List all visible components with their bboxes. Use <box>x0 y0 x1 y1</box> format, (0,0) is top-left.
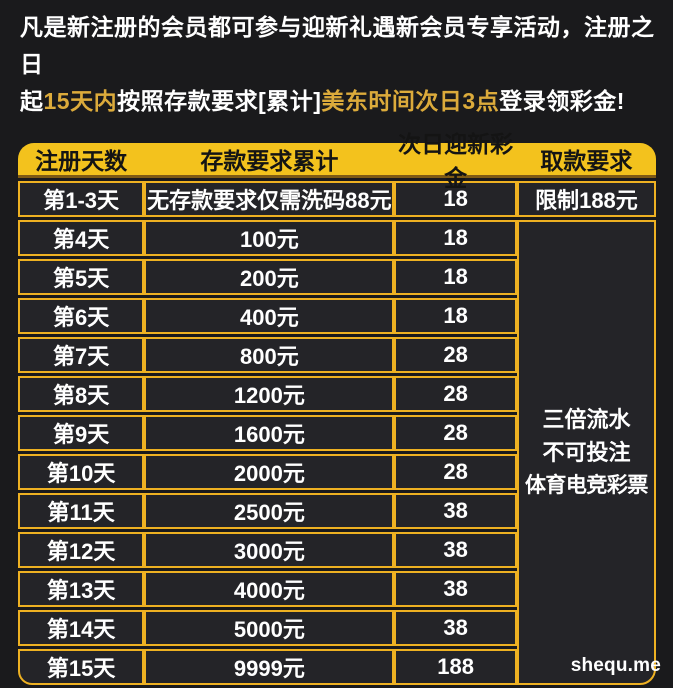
bonus-cell: 18 <box>394 220 517 256</box>
table-row: 第5天 200元 18 <box>18 259 656 295</box>
header-cell-register-days: 注册天数 <box>35 148 128 174</box>
table-row: 第12天 3000元 38 <box>18 532 656 568</box>
watermark: shequ.me <box>570 655 661 676</box>
intro-highlight-deadline: 美东时间次日3点 <box>321 88 500 114</box>
day-cell: 第7天 <box>18 337 145 373</box>
deposit-cell: 4000元 <box>144 571 395 607</box>
deposit-cell: 200元 <box>144 259 395 295</box>
deposit-cell: 9999元 <box>144 649 395 685</box>
day-cell: 第5天 <box>18 259 145 295</box>
withdrawal-note-cell: 三倍流水 不可投注 体育电竞彩票 <box>516 220 656 685</box>
deposit-cell: 100元 <box>144 220 395 256</box>
table-row: 第1-3天 无存款要求仅需洗码88元 18 限制188元 <box>18 181 656 217</box>
bonus-cell: 28 <box>394 376 517 412</box>
intro-text-2: 起 <box>20 88 44 114</box>
header-cell-withdrawal-requirement: 取款要求 <box>540 148 633 174</box>
bonus-cell: 38 <box>394 610 517 646</box>
bonus-cell: 28 <box>394 337 517 373</box>
deposit-cell: 400元 <box>144 298 395 334</box>
day-cell: 第12天 <box>18 532 145 568</box>
bonus-cell: 188 <box>394 649 517 685</box>
table-row: 第6天 400元 18 <box>18 298 656 334</box>
day-cell: 第14天 <box>18 610 145 646</box>
day-cell: 第11天 <box>18 493 145 529</box>
day-cell: 第1-3天 <box>18 181 145 217</box>
day-cell: 第9天 <box>18 415 145 451</box>
withdrawal-note-line-1: 三倍流水 <box>542 407 631 432</box>
day-cell: 第6天 <box>18 298 145 334</box>
table-row: 第7天 800元 28 <box>18 337 656 373</box>
header-cell-deposit-requirement: 存款要求累计 <box>200 148 339 174</box>
day-cell: 第8天 <box>18 376 145 412</box>
table-header-bar: 注册天数 存款要求累计 次日迎新彩金 取款要求 <box>18 131 656 191</box>
table-row: 第8天 1200元 28 <box>18 376 656 412</box>
bonus-cell: 38 <box>394 571 517 607</box>
intro-text-4: 登录领彩金! <box>499 88 625 114</box>
day-cell: 第4天 <box>18 220 145 256</box>
deposit-cell: 5000元 <box>144 610 395 646</box>
bonus-cell: 28 <box>394 454 517 490</box>
deposit-cell: 1200元 <box>144 376 395 412</box>
bonus-cell: 18 <box>394 181 517 217</box>
bonus-cell: 38 <box>394 532 517 568</box>
withdrawal-note-line-2: 不可投注 <box>542 440 631 465</box>
table-row: 第10天 2000元 28 <box>18 454 656 490</box>
withdrawal-note-line-3: 体育电竞彩票 <box>524 474 649 497</box>
intro-highlight-duration: 15天内 <box>43 88 118 114</box>
promo-intro: 凡是新注册的会员都可参与迎新礼遇新会员专享活动，注册之日起15天内按照存款要求[… <box>20 9 661 120</box>
table-row: 第11天 2500元 38 <box>18 493 656 529</box>
day-cell: 第10天 <box>18 454 145 490</box>
intro-text-3: 按照存款要求[累计] <box>117 88 322 114</box>
deposit-cell: 3000元 <box>144 532 395 568</box>
header-cell-next-day-bonus: 次日迎新彩金 <box>398 131 514 191</box>
promo-table: 注册天数 存款要求累计 次日迎新彩金 取款要求 第1-3天 无存款要求仅需洗码8… <box>18 131 661 688</box>
bonus-cell: 38 <box>394 493 517 529</box>
promo-table-body: 第1-3天 无存款要求仅需洗码88元 18 限制188元 第4天 100元 18… <box>18 178 656 688</box>
table-row: 第9天 1600元 28 <box>18 415 656 451</box>
deposit-cell: 无存款要求仅需洗码88元 <box>144 181 395 217</box>
bonus-cell: 18 <box>394 259 517 295</box>
table-row: 第4天 100元 18 三倍流水 不可投注 体育电竞彩票 <box>18 220 656 685</box>
intro-text-1: 凡是新注册的会员都可参与迎新礼遇新会员专享活动，注册之日 <box>20 14 655 77</box>
deposit-cell: 2500元 <box>144 493 395 529</box>
day-cell: 第15天 <box>18 649 145 685</box>
bonus-cell: 18 <box>394 298 517 334</box>
bonus-cell: 28 <box>394 415 517 451</box>
table-row: 第13天 4000元 38 <box>18 571 656 607</box>
day-cell: 第13天 <box>18 571 145 607</box>
withdrawal-limit-cell: 限制188元 <box>516 181 656 217</box>
deposit-cell: 800元 <box>144 337 395 373</box>
deposit-cell: 1600元 <box>144 415 395 451</box>
deposit-cell: 2000元 <box>144 454 395 490</box>
